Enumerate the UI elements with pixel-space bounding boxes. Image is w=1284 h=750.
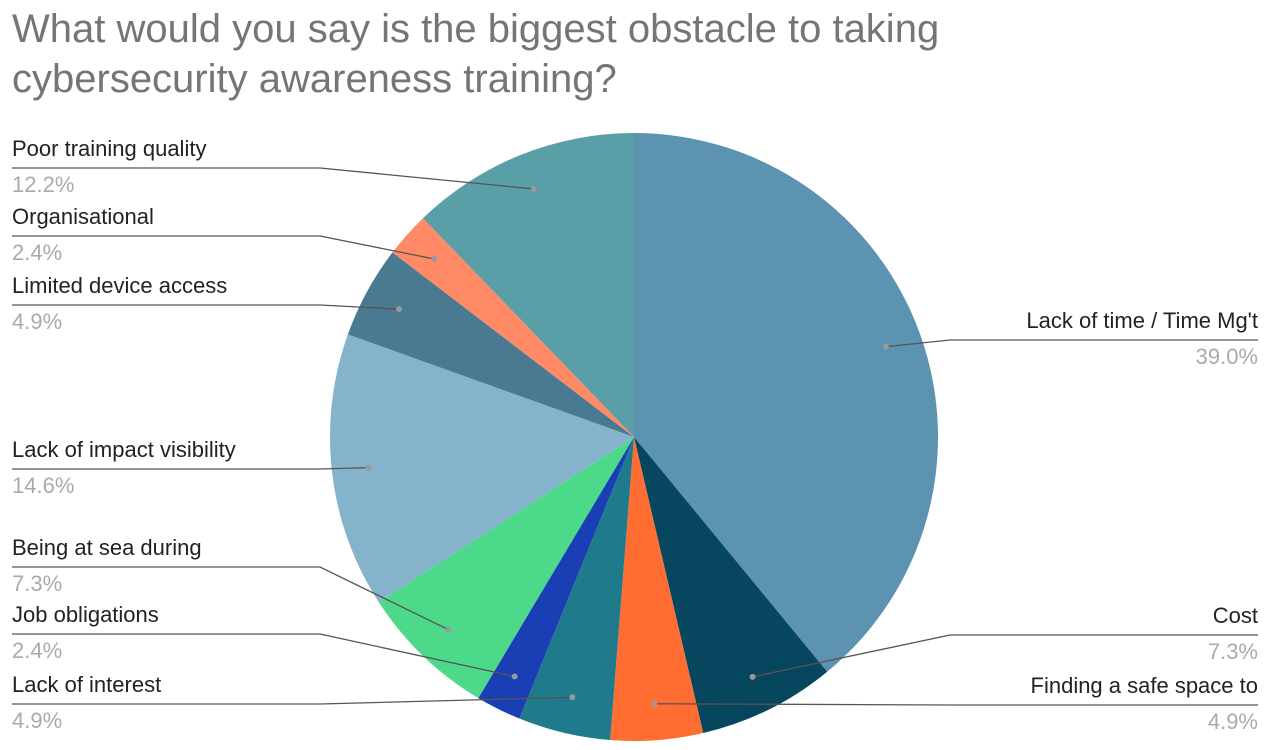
leader-dot	[431, 255, 438, 262]
pie-slice	[519, 437, 634, 741]
leader-line	[12, 167, 534, 190]
label-percent: 7.3%	[12, 571, 62, 596]
label-name: Job obligations	[12, 602, 159, 627]
leader-line	[12, 633, 515, 678]
leader-line	[752, 634, 1258, 678]
pie-slice	[634, 133, 938, 672]
leader-dot	[445, 626, 452, 633]
label-name: Finding a safe space to	[1031, 673, 1258, 698]
label-percent: 12.2%	[12, 172, 74, 197]
leader-dot	[749, 673, 756, 680]
leader-line	[654, 703, 1258, 706]
label-percent: 4.9%	[1208, 709, 1258, 734]
label-name: Cost	[1213, 603, 1258, 628]
leader-line	[12, 696, 573, 705]
label-name: Lack of time / Time Mg't	[1026, 308, 1258, 333]
pie-slice	[392, 218, 634, 437]
label-name: Poor training quality	[12, 136, 206, 161]
label-percent: 4.9%	[12, 708, 62, 733]
label-name: Being at sea during	[12, 535, 202, 560]
label-name: Lack of interest	[12, 672, 161, 697]
label-name: Limited device access	[12, 273, 227, 298]
label-name: Lack of impact visibility	[12, 437, 236, 462]
leader-dot	[396, 306, 403, 313]
label-percent: 2.4%	[12, 240, 62, 265]
leader-dot	[511, 673, 518, 680]
label-percent: 2.4%	[12, 638, 62, 663]
pie-slice	[330, 334, 634, 603]
label-percent: 39.0%	[1196, 344, 1258, 369]
leader-line	[12, 466, 369, 470]
pie-slice	[634, 437, 828, 734]
label-name: Organisational	[12, 204, 154, 229]
label-percent: 4.9%	[12, 309, 62, 334]
pie-slice	[610, 437, 704, 741]
label-percent: 14.6%	[12, 473, 74, 498]
label-percent: 7.3%	[1208, 639, 1258, 664]
leader-dot	[530, 185, 537, 192]
leader-dot	[569, 694, 576, 701]
leader-line	[885, 339, 1258, 348]
leader-dot	[365, 464, 372, 471]
pie-slice	[347, 252, 634, 437]
pie-slice	[378, 437, 634, 699]
pie-slice	[478, 437, 634, 719]
pie-slice	[422, 133, 634, 437]
chart-title: What would you say is the biggest obstac…	[12, 7, 940, 101]
leader-line	[12, 235, 435, 260]
leader-dot	[651, 700, 658, 707]
leader-line	[12, 566, 449, 631]
leader-line	[12, 304, 400, 310]
leader-dot	[882, 343, 889, 350]
